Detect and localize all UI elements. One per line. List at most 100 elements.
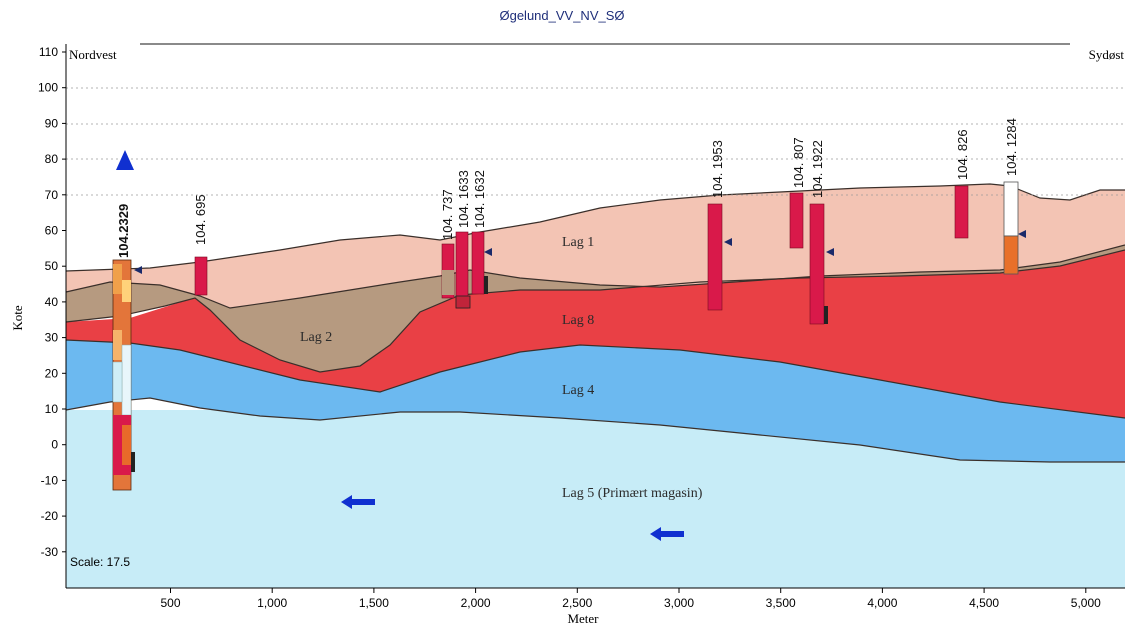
layer-1-label: Lag 1 [562,235,594,250]
borehole-segment [1003,235,1019,275]
x-axis: 500 1,000 1,500 2,000 2,500 3,000 3,500 4,000 4,… [160,588,1101,610]
terrain-line [65,183,1125,272]
borehole-water-marker [134,266,142,274]
layer-2-label: Lag 2 [300,330,332,345]
y-tick-label: 0 [51,438,58,452]
layer-5-label: Lag 5 (Primært magasin) [562,486,703,501]
borehole-water-marker [484,248,492,256]
x-tick-label: 4,000 [867,596,897,610]
y-tick-label: 90 [45,116,59,130]
x-tick-label: 3,500 [766,596,796,610]
borehole-104-807 [789,192,804,249]
boreholes [112,150,1026,491]
borehole-label: 104.2329 [116,204,131,258]
boundary-4-5 [65,397,1125,463]
y-tick-label: 20 [45,366,59,380]
layer-1-fill [66,184,1125,308]
borehole-segment [442,270,454,295]
borehole-104-1953 [707,203,732,311]
figure-title: Øgelund_VV_NV_SØ [499,8,624,23]
y-tick-label: -30 [41,545,59,559]
borehole-label: 104. 737 [440,189,455,240]
borehole-104-1632 [471,231,492,295]
direction-left: Nordvest [69,47,117,62]
gridlines [66,87,1125,196]
layer-4-fill [66,340,1125,462]
flow-arrow-left-icon [341,495,375,509]
layer-3-fill [66,245,1125,418]
layer-3-label: Lag 8 [562,313,594,328]
layer-4-label: Lag 4 [562,383,594,398]
borehole-label: 104. 1284 [1004,118,1019,176]
boundary-3-4 [65,339,1125,419]
borehole-water-marker [1018,230,1026,238]
borehole-104-1922 [809,203,834,325]
borehole-water-marker [724,238,732,246]
borehole-segment [113,264,122,294]
y-tick-label: -10 [41,473,59,487]
y-axis-label: Kote [10,305,25,331]
borehole-label: 104. 1953 [710,140,725,198]
y-tick-label: 50 [45,259,59,273]
x-tick-labels: 500 1,000 1,500 2,000 2,500 3,000 3,500 4,000 4,… [160,588,1101,610]
borehole-segment [131,452,135,472]
borehole-segment [455,295,471,309]
x-tick-label: 2,500 [562,596,592,610]
scale-label: Scale: 17.5 [70,555,130,569]
layer-5-fill [66,410,1125,588]
borehole-column [809,203,825,325]
layer-fills [66,184,1125,588]
borehole-column [471,231,485,295]
y-tick-label: 70 [45,188,59,202]
borehole-104-826 [954,185,969,239]
x-tick-label: 5,000 [1071,596,1101,610]
borehole-label: 104. 807 [791,137,806,188]
y-tick-label: -20 [41,509,59,523]
x-axis-label: Meter [567,611,599,626]
borehole-segment [484,276,488,294]
x-tick-label: 1,500 [359,596,389,610]
borehole-label: 104. 1922 [810,140,825,198]
x-tick-label: 1,000 [257,596,287,610]
y-tick-label: 80 [45,152,59,166]
borehole-segment [121,344,132,416]
borehole-column [1003,181,1019,237]
x-tick-label: 4,500 [969,596,999,610]
direction-right: Sydøst [1089,47,1125,62]
y-tick-label: 100 [38,81,58,95]
x-tick-label: 500 [160,596,180,610]
layer-boundaries [65,183,1125,463]
borehole-104-2329 [112,150,142,491]
borehole-column [707,203,723,311]
borehole-label: 104. 826 [955,129,970,180]
borehole-water-marker [826,248,834,256]
borehole-segment [122,280,131,302]
borehole-label: 104. 695 [193,194,208,245]
x-tick-label: 2,000 [461,596,491,610]
y-tick-label: 60 [45,224,59,238]
borehole-104-1633 [455,231,471,309]
borehole-segment [113,330,122,360]
y-tick-label: 30 [45,331,59,345]
flow-arrows [341,495,684,541]
borehole-104-695 [194,256,208,296]
borehole-labels: 104.2329 104. 695 104. 737 104. 1633 104… [116,118,1019,258]
y-tick-label: 110 [39,45,58,59]
flow-arrow-left-icon [650,527,684,541]
borehole-top-arrow [116,150,134,170]
borehole-label: 104. 1632 [472,170,487,228]
boundary-2-3 [65,249,1125,373]
x-tick-label: 3,000 [664,596,694,610]
borehole-104-1284 [1003,181,1026,275]
boundary-1-2 [65,244,1125,309]
borehole-segment [824,306,828,324]
y-tick-label: 10 [45,402,59,416]
borehole-label: 104. 1633 [456,170,471,228]
borehole-segment [122,425,131,465]
borehole-104-737 [441,243,455,299]
borehole-segment [112,361,123,403]
y-tick-label: 40 [45,295,59,309]
